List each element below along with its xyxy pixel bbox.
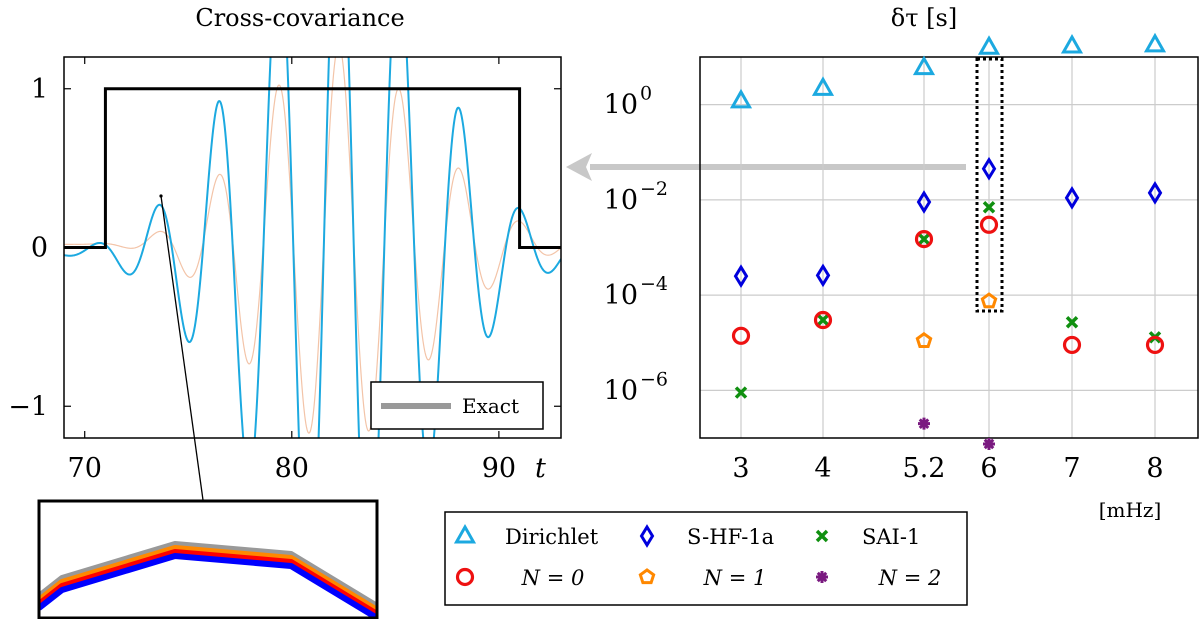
point-circle (1062, 335, 1082, 355)
point-star (918, 417, 930, 430)
legend-swatch (816, 571, 828, 583)
inset-line (39, 541, 376, 609)
point-x (982, 201, 996, 214)
legend-label: N = 2 (878, 566, 942, 590)
marker-legend-items: Dirichlet S-HF-1a SAI-1 N = 0 N = 1 N = 2 (453, 523, 942, 590)
point-triangle (1143, 32, 1167, 53)
right-markers (729, 32, 1167, 450)
left-plot-frame (63, 56, 562, 439)
left-y-tick-label: 1 (31, 74, 48, 105)
legend-exact-label: Exact (462, 394, 519, 418)
point-diamond (733, 264, 749, 289)
right-x-tick-label: 5.2 (903, 453, 946, 484)
legend-label: S-HF-1a (687, 525, 774, 549)
connection-arrow (566, 153, 966, 181)
point-circle (914, 230, 934, 249)
inset-frame (37, 499, 379, 619)
right-y-tick-exponent: −4 (640, 273, 668, 295)
cross-covariance-curve (64, 57, 561, 438)
point-x (816, 313, 830, 327)
right-y-tick-exponent: −6 (640, 368, 668, 390)
legend-label: N = 1 (703, 566, 767, 590)
point-triangle (912, 55, 936, 76)
left-x-tick-label: 70 (68, 453, 102, 484)
legend-label: SAI-1 (862, 525, 920, 549)
left-x-tick-label: 90 (482, 453, 516, 484)
inset-line (39, 545, 376, 613)
right-y-tick-exponent: 0 (640, 83, 652, 105)
right-y-tick-label: 10 (604, 90, 638, 121)
right-chart-title: δτ [s] (891, 4, 957, 32)
left-y-tick-label: 0 (31, 233, 48, 264)
point-x (734, 386, 748, 399)
right-grid (700, 57, 1198, 438)
left-y-tick-label: −1 (8, 391, 48, 422)
inset-zoom-lines (39, 541, 376, 617)
inset-line (39, 553, 376, 617)
left-legend: Exact (370, 381, 544, 430)
point-triangle (729, 88, 753, 109)
point-triangle (1060, 33, 1084, 54)
left-chart-title: Cross-covariance (195, 4, 404, 32)
right-plot-frame (699, 56, 1199, 439)
right-x-tick-label: 3 (732, 453, 749, 484)
left-x-tick-label: 80 (275, 453, 309, 484)
right-y-tick-label: 10 (604, 375, 638, 406)
point-pentagon (915, 331, 933, 348)
left-curves (64, 57, 561, 438)
right-y-tick-label: 10 (604, 185, 638, 216)
inset-line (39, 549, 376, 617)
point-triangle (811, 76, 835, 96)
marker-legend-box (444, 511, 968, 606)
point-diamond (1064, 186, 1080, 210)
legend-label: N = 0 (521, 566, 585, 590)
legend-swatch (638, 568, 656, 585)
point-diamond (1147, 181, 1163, 205)
right-x-tick-label: 7 (1063, 453, 1080, 484)
legend-label: Dirichlet (505, 525, 599, 549)
right-y-tick-exponent: −2 (640, 178, 668, 200)
point-circle (731, 326, 751, 345)
highlight-box-6mhz (975, 57, 1004, 313)
point-circle (1145, 335, 1165, 355)
left-chart: Cross-covariance 70 80 90 1 0 −1 t Exact (8, 4, 562, 619)
legend-swatch (455, 567, 475, 587)
exact-step-line (64, 87, 561, 249)
point-circle (813, 310, 833, 330)
legend-swatch (639, 524, 655, 548)
inset-pointer-line (160, 195, 204, 501)
point-x (1065, 315, 1079, 329)
legend-swatch (815, 529, 829, 543)
right-y-tick-label: 10 (604, 280, 638, 311)
right-x-label: [mHz] (1099, 498, 1162, 522)
point-diamond (916, 190, 932, 214)
point-star (983, 437, 995, 450)
right-x-tick-label: 8 (1146, 453, 1163, 484)
point-circle (979, 215, 999, 234)
left-legend-box (370, 381, 544, 430)
point-triangle (977, 35, 1001, 55)
point-x (917, 232, 931, 246)
marker-legend: Dirichlet S-HF-1a SAI-1 N = 0 N = 1 N = 2 (444, 511, 968, 606)
right-x-tick-label: 6 (980, 453, 997, 484)
point-diamond (981, 156, 997, 181)
right-x-tick-label: 4 (814, 453, 831, 484)
legend-swatch (453, 523, 477, 544)
point-pentagon (980, 292, 998, 309)
left-x-label: t (535, 453, 546, 484)
reference-curve-faint (64, 57, 561, 434)
inset-pointer-dot (159, 194, 163, 198)
point-diamond (815, 263, 831, 288)
